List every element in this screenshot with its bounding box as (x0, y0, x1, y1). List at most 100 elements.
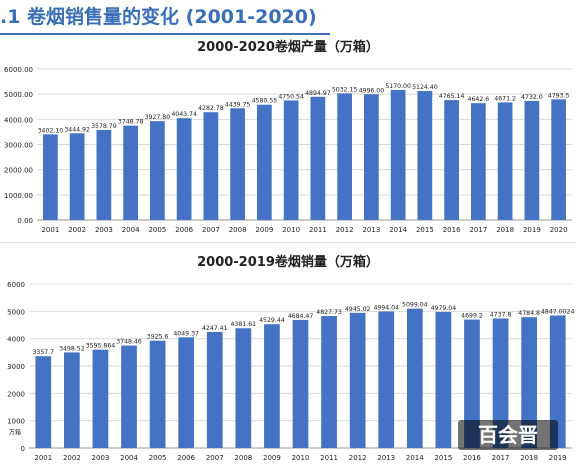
bar (69, 133, 85, 220)
bar (235, 328, 252, 448)
y-tick-label: 3000.00 (4, 142, 33, 150)
bar (390, 89, 406, 220)
data-label: 4732.0 (521, 94, 543, 101)
bar (43, 134, 58, 220)
data-label: 4945.02 (345, 306, 371, 313)
bar (257, 104, 272, 220)
x-tick-label: 2012 (336, 226, 354, 234)
bar (264, 324, 280, 448)
x-tick-label: 2006 (177, 454, 195, 462)
x-tick-label: 2017 (469, 226, 487, 234)
x-tick-label: 2010 (282, 226, 300, 234)
data-label: 4684.47 (288, 313, 314, 320)
bar (549, 315, 566, 448)
y-tick-label: 1000 (7, 418, 25, 426)
bar (176, 118, 192, 220)
y-tick-label: 2000.00 (4, 167, 33, 175)
data-label: 4580.55 (252, 98, 278, 105)
y-tick-label: 4000 (7, 336, 25, 344)
data-label: 4894.97 (305, 90, 331, 97)
x-tick-label: 2011 (320, 454, 338, 462)
bar (64, 352, 80, 448)
bar (521, 317, 537, 448)
x-tick-label: 2018 (520, 454, 538, 462)
x-tick-label: 2006 (175, 226, 193, 234)
x-tick-label: 2014 (406, 454, 424, 462)
x-tick-label: 2015 (434, 454, 452, 462)
data-label: 4737.8 (490, 312, 512, 319)
bar (349, 312, 366, 448)
x-tick-label: 2013 (362, 226, 380, 234)
x-tick-label: 2011 (309, 226, 327, 234)
panel-divider (0, 242, 576, 243)
x-tick-label: 2009 (263, 454, 281, 462)
data-label: 3444.92 (64, 126, 90, 133)
y-tick-label: 2000 (7, 390, 25, 398)
bar (406, 308, 423, 448)
bar (96, 129, 112, 220)
data-label: 5124.40 (412, 84, 438, 91)
y-tick-label: 5000 (7, 308, 25, 316)
data-label: 3927.80 (145, 114, 171, 121)
data-label: 3595.864 (86, 343, 116, 350)
x-tick-label: 2016 (443, 226, 461, 234)
data-label: 4642.6 (468, 96, 490, 103)
x-tick-label: 2019 (549, 454, 567, 462)
x-tick-label: 2017 (492, 454, 510, 462)
x-tick-label: 2007 (202, 226, 220, 234)
data-label: 3748.46 (116, 339, 142, 346)
bar (497, 102, 513, 220)
data-label: 4765.14 (439, 93, 465, 100)
x-tick-label: 2012 (349, 454, 367, 462)
bar (203, 112, 219, 220)
x-tick-label: 2016 (463, 454, 481, 462)
y-tick-label: 5000.00 (4, 91, 33, 99)
x-tick-label: 2008 (234, 454, 252, 462)
x-tick-label: 2002 (63, 454, 81, 462)
data-label: 3357.7 (32, 349, 54, 356)
x-tick-label: 2018 (496, 226, 514, 234)
data-label: 3748.78 (118, 119, 144, 126)
production-bar-chart: 2000-2020卷烟产量（万箱） 0.00 1000.00 2000.00 3000.… (4, 39, 572, 234)
x-tick-label: 2015 (416, 226, 434, 234)
x-tick-label: 2002 (68, 226, 86, 234)
title-underline (0, 33, 330, 35)
bar (444, 100, 459, 220)
bar (123, 125, 138, 220)
bar (417, 91, 433, 220)
bar (230, 108, 245, 220)
bar (492, 318, 509, 448)
x-tick-label: 2004 (122, 226, 140, 234)
x-tick-label: 2001 (41, 226, 59, 234)
bar (310, 96, 326, 220)
data-label: 4529.44 (259, 317, 285, 324)
data-label: 5170.00 (385, 83, 411, 90)
bar (149, 340, 166, 448)
y-tick-label: 6000 (7, 281, 25, 289)
data-label: 4247.41 (202, 325, 228, 332)
data-label: 3925.6 (147, 334, 169, 341)
sales-bar-chart: 2000-2019卷烟销量（万箱） 0 1000 2000 3000 4000 5000 60… (7, 254, 574, 462)
data-label: 4699.2 (461, 313, 483, 320)
y-tick-label: 4000.00 (4, 116, 33, 124)
bar (378, 311, 395, 448)
bar (150, 121, 165, 220)
bar (121, 345, 137, 448)
bar (321, 316, 337, 448)
data-label: 3578.79 (91, 123, 117, 130)
bar (292, 319, 309, 448)
data-label: 4793.5 (548, 92, 570, 99)
data-label: 3402.10 (38, 127, 64, 134)
bar (35, 356, 52, 448)
data-label: 3498.52 (59, 345, 85, 352)
x-tick-label: 2013 (377, 454, 395, 462)
bar (551, 99, 566, 220)
data-label: 4049.37 (173, 330, 199, 337)
bar (206, 331, 223, 448)
bar (435, 311, 452, 448)
watermark-logo: 百会晋 (458, 420, 558, 450)
x-tick-label: 2014 (389, 226, 407, 234)
bar (283, 100, 299, 220)
y-tick-label: 1000.00 (4, 192, 33, 200)
x-tick-label: 2020 (550, 226, 568, 234)
